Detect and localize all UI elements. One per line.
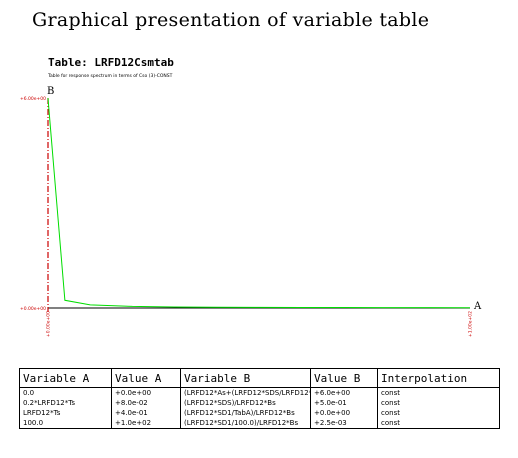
- column-header-variable-a: Variable A: [19, 368, 112, 388]
- cell-variable-b: (LRFD12*SDS)/LRFD12*Bs: [180, 398, 311, 408]
- cell-interpolation: const: [377, 387, 500, 398]
- table-row: 100.0 +1.0e+02 (LRFD12*SD1/100.0)/LRFD12…: [19, 418, 500, 429]
- cell-interpolation: const: [377, 398, 500, 408]
- series-line: [47, 97, 471, 309]
- column-header-value-a: Value A: [111, 368, 181, 388]
- column-header-interpolation: Interpolation: [377, 368, 500, 388]
- column-header-value-b: Value B: [310, 368, 378, 388]
- cell-variable-a: 0.2*LRFD12*Ts: [19, 398, 112, 408]
- cell-variable-b: (LRFD12*SD1/TabA)/LRFD12*Bs: [180, 408, 311, 418]
- cell-value-a: +1.0e+02: [111, 418, 181, 429]
- y-axis-label: B: [47, 86, 54, 97]
- y-tick-label: +6.00e+00: [20, 96, 46, 102]
- cell-variable-a: 100.0: [19, 418, 112, 429]
- cell-value-b: +6.0e+00: [310, 387, 378, 398]
- cell-value-a: +8.0e-02: [111, 398, 181, 408]
- cell-variable-a: 0.0: [19, 387, 112, 398]
- column-header-variable-b: Variable B: [180, 368, 311, 388]
- y-tick-label: +0.00e+00: [20, 306, 46, 312]
- chart-subtitle: Table for response spectrum in terms of …: [48, 74, 173, 79]
- x-tick-label: +0.00e+00: [46, 311, 52, 337]
- line-chart: B A +0.00e+00 +6.00e+00 +0.00e+00 +1.00e+02: [20, 86, 482, 337]
- table-row: LRFD12*Ts +4.0e-01 (LRFD12*SD1/TabA)/LRF…: [19, 408, 500, 418]
- cell-variable-b: (LRFD12*SD1/100.0)/LRFD12*Bs: [180, 418, 311, 429]
- chart-title: Table: LRFD12Csmtab: [48, 56, 174, 69]
- cell-value-a: +4.0e-01: [111, 408, 181, 418]
- cell-value-a: +0.0e+00: [111, 387, 181, 398]
- table-row: 0.2*LRFD12*Ts +8.0e-02 (LRFD12*SDS)/LRFD…: [19, 398, 500, 408]
- cell-variable-a: LRFD12*Ts: [19, 408, 112, 418]
- cell-value-b: +2.5e-03: [310, 418, 378, 429]
- cell-value-b: +5.0e-01: [310, 398, 378, 408]
- table-header-row: Variable A Value A Variable B Value B In…: [19, 368, 500, 388]
- cell-interpolation: const: [377, 408, 500, 418]
- table-row: 0.0 +0.0e+00 (LRFD12*As+(LRFD12*SDS/LRFD…: [19, 387, 500, 398]
- page-title: Graphical presentation of variable table: [32, 9, 430, 31]
- cell-interpolation: const: [377, 418, 500, 429]
- variable-table: Variable A Value A Variable B Value B In…: [19, 368, 500, 429]
- x-axis-label: A: [473, 301, 482, 312]
- cell-value-b: +0.0e+00: [310, 408, 378, 418]
- cell-variable-b: (LRFD12*As+(LRFD12*SDS/LRFD12*As-LRFD12*…: [180, 387, 311, 398]
- x-tick-label: +1.00e+02: [468, 311, 474, 337]
